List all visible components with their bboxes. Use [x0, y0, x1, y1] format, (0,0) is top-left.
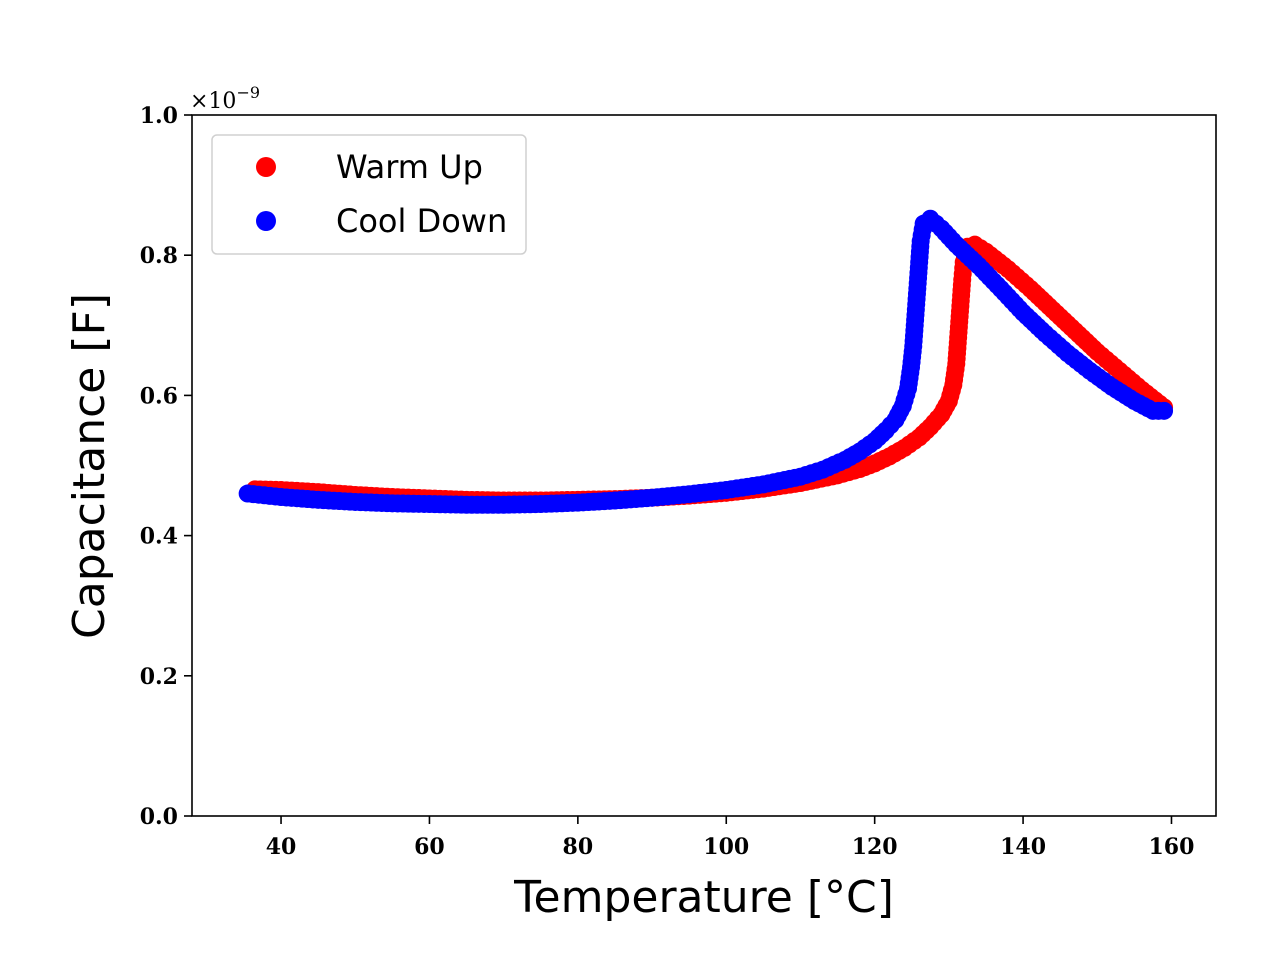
x-axis: 40 60 80 100 120 140 160	[266, 816, 1195, 860]
y-tick-label: 0.2	[140, 664, 178, 690]
x-tick-label: 160	[1149, 834, 1195, 860]
data-point	[1155, 401, 1174, 420]
y-tick-label: 0.4	[140, 524, 178, 550]
x-tick-label: 60	[414, 834, 445, 860]
y-tick-label: 1.0	[140, 103, 178, 129]
x-tick-label: 100	[703, 834, 749, 860]
legend-label-cool-down: Cool Down	[336, 202, 507, 240]
legend: Warm Up Cool Down	[211, 134, 527, 255]
x-axis-title: Temperature [°C]	[513, 872, 894, 923]
plot-frame	[191, 114, 1217, 817]
legend-label-warm-up: Warm Up	[336, 148, 483, 186]
y-axis-title: Capacitance [F]	[64, 293, 115, 639]
y-offset-exponent: −9	[236, 83, 260, 102]
x-tick-label: 120	[852, 834, 898, 860]
x-tick-label: 140	[1000, 834, 1046, 860]
series-cool-down	[238, 209, 1174, 514]
x-tick-label: 80	[563, 834, 594, 860]
data-points	[238, 209, 1174, 514]
y-offset-label: ×10−9	[190, 83, 260, 114]
y-tick-label: 0.0	[140, 804, 178, 830]
y-axis: 0.0 0.2 0.4 0.6 0.8 1.0	[140, 103, 192, 830]
y-tick-label: 0.8	[140, 243, 178, 269]
series-warm-up	[246, 235, 1174, 510]
legend-marker-cool-down	[256, 211, 276, 231]
x-tick-label: 40	[266, 834, 297, 860]
y-tick-label: 0.6	[140, 383, 178, 409]
legend-box	[211, 134, 527, 255]
y-offset-base: ×10	[190, 89, 236, 114]
legend-marker-warm-up	[256, 157, 276, 177]
